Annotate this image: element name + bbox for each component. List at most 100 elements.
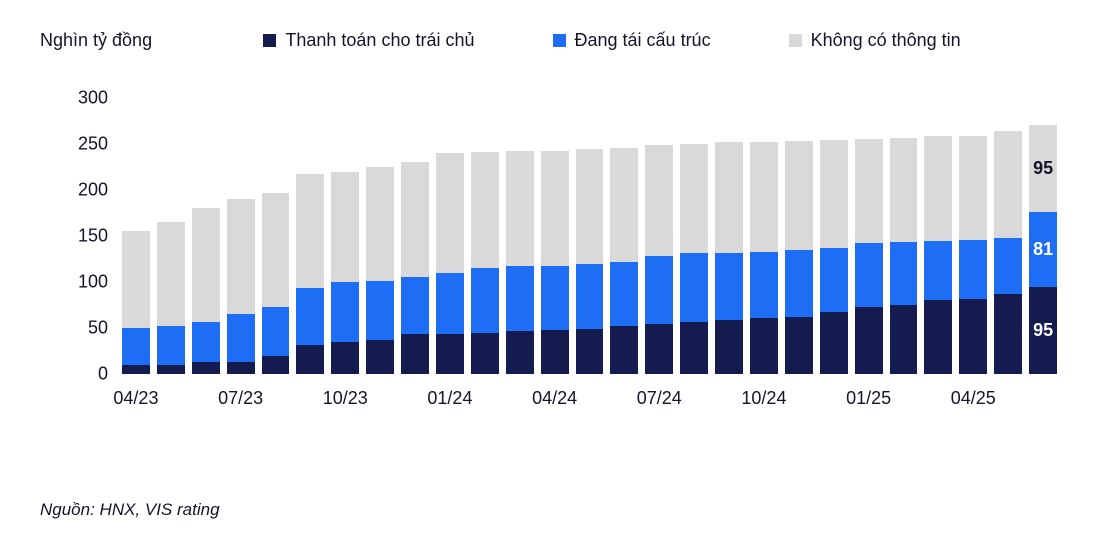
bar-segment	[680, 253, 709, 322]
bar-05-25	[994, 98, 1023, 374]
bar-segment	[645, 324, 674, 374]
bar-segment	[366, 339, 395, 374]
bar-segment	[261, 355, 290, 374]
bar-05-23	[156, 98, 185, 374]
y-tick-label: 200	[77, 179, 108, 200]
y-axis: 0 50 100 150 200 250 300	[30, 88, 108, 384]
x-tick-label: 07/24	[636, 388, 682, 408]
bar-02-24	[470, 98, 499, 374]
bar-data-label: 95	[1033, 157, 1054, 178]
bar-segment	[715, 252, 744, 320]
bar-09-24	[715, 98, 744, 374]
x-axis: 04/23 07/23 10/23 01/24 04/24 07/24 10/24 01/25…	[113, 388, 1057, 414]
bar-segment	[122, 328, 150, 365]
bar-08-24	[680, 98, 709, 374]
bar-segment	[924, 300, 953, 374]
bar-segment	[819, 140, 848, 248]
bar-segment	[819, 312, 848, 374]
bar-segment	[750, 142, 778, 252]
bar-segment	[540, 151, 569, 267]
y-tick-label: 50	[87, 317, 108, 338]
bar-segment	[296, 174, 325, 289]
chart-header: Nghìn tỷ đồng Thanh toán cho trái chủ Đan…	[40, 30, 1072, 51]
bar-segment	[436, 153, 464, 273]
bar-segment: 95	[1029, 286, 1058, 374]
bar-segment	[401, 276, 430, 335]
bar-segment	[505, 330, 534, 374]
y-tick-label: 100	[77, 271, 108, 292]
bar-segment	[470, 152, 499, 269]
bar-segment	[784, 249, 813, 317]
bar-05-24	[575, 98, 604, 374]
bar-04-23	[122, 98, 150, 374]
bar-segment	[889, 242, 918, 305]
bar-06-23	[191, 98, 220, 374]
legend-label: Thanh toán cho trái chủ	[285, 30, 475, 50]
bar-segment	[331, 282, 360, 342]
y-tick-label: 250	[77, 133, 108, 154]
bar-06-24	[610, 98, 639, 374]
bar-segment	[401, 334, 430, 374]
bar-03-25	[924, 98, 953, 374]
legend-swatch-icon	[552, 34, 566, 47]
bar-04-25	[959, 98, 988, 374]
bar-segment	[715, 319, 744, 374]
bar-segment	[226, 362, 255, 374]
bar-segment	[261, 306, 290, 356]
bar-segment	[854, 138, 883, 244]
bar-segment	[994, 293, 1023, 374]
y-tick-label: 0	[97, 363, 108, 384]
bar-segment	[575, 328, 604, 374]
x-tick-label: 04/25	[950, 388, 996, 408]
bar-segment	[470, 332, 499, 374]
bar-10-24	[750, 98, 778, 374]
bar-01-25	[854, 98, 883, 374]
bar-segment	[331, 171, 360, 283]
bar-segment	[296, 345, 325, 374]
bar-segment	[680, 144, 709, 254]
bar-segment	[296, 288, 325, 346]
legend-label: Không có thông tin	[810, 30, 961, 50]
bar-segment	[540, 266, 569, 330]
x-tick-label: 10/24	[741, 388, 787, 408]
bar-data-label: 81	[1033, 238, 1054, 259]
bar-06-25: 95 81 95	[1029, 98, 1058, 374]
y-axis-unit-label: Nghìn tỷ đồng	[40, 30, 153, 50]
bar-04-24	[540, 98, 569, 374]
bar-segment	[156, 222, 185, 327]
bar-segment	[191, 321, 220, 363]
bar-segment	[156, 364, 185, 374]
bar-segment	[366, 281, 395, 340]
bar-segment: 95	[1029, 124, 1058, 213]
bar-segment	[505, 151, 534, 267]
bar-segment	[401, 161, 430, 277]
bar-10-23	[331, 98, 360, 374]
bar-segment	[994, 131, 1023, 238]
bar-segment	[366, 167, 395, 282]
bar-segment	[784, 316, 813, 374]
legend-label: Đang tái cấu trúc	[574, 30, 711, 50]
bar-01-24	[436, 98, 464, 374]
bar-segment	[610, 147, 639, 262]
bar-segment	[470, 268, 499, 333]
bar-segment	[575, 148, 604, 264]
bar-segment	[854, 243, 883, 307]
bar-segment	[575, 263, 604, 329]
source-note: Nguồn: HNX, VIS rating	[40, 500, 220, 519]
legend-item-1: Thanh toán cho trái chủ	[263, 30, 475, 51]
bar-segment	[889, 137, 918, 243]
y-tick-label: 300	[77, 87, 108, 108]
bar-02-25	[889, 98, 918, 374]
bar-segment	[715, 142, 744, 253]
bar-07-23	[226, 98, 255, 374]
bar-segment	[645, 144, 674, 257]
bar-segment	[226, 199, 255, 315]
bar-segment	[889, 305, 918, 374]
bar-segment	[122, 364, 150, 374]
x-tick-label: 04/23	[113, 388, 159, 408]
bar-segment	[540, 329, 569, 374]
bar-11-23	[366, 98, 395, 374]
bar-12-23	[401, 98, 430, 374]
legend-swatch-icon	[263, 34, 277, 47]
bars-container: 95 81 95	[122, 98, 1058, 374]
